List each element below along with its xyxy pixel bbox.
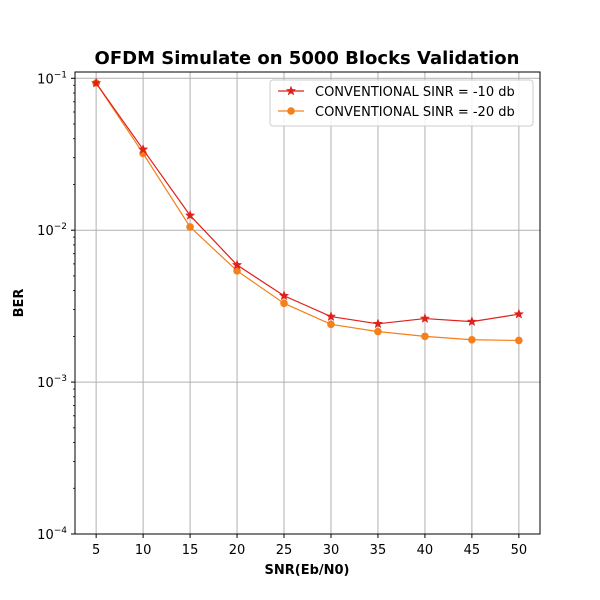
legend-item: CONVENTIONAL SINR = -20 db xyxy=(278,105,515,120)
chart-title: OFDM Simulate on 5000 Blocks Validation xyxy=(95,48,520,69)
series-line xyxy=(95,82,519,325)
data-point xyxy=(186,223,194,231)
x-tick-label: 30 xyxy=(323,543,340,558)
legend-box xyxy=(269,79,534,127)
data-point xyxy=(233,267,241,275)
x-axis-label: SNR(Eb/N0) xyxy=(265,563,350,578)
x-tick-label: 5 xyxy=(92,543,100,558)
y-tick-label: 10−1 xyxy=(37,70,67,87)
y-axis-label: BER xyxy=(12,289,27,318)
legend-marker xyxy=(285,85,297,96)
legend-label: CONVENTIONAL SINR = -10 db xyxy=(315,85,515,100)
series-2 xyxy=(92,79,523,345)
data-point xyxy=(325,311,337,322)
data-point xyxy=(468,335,476,344)
y-tick-label: 10−2 xyxy=(37,222,67,239)
plot-frame xyxy=(74,71,541,535)
x-tick-label: 25 xyxy=(276,543,293,558)
data-point xyxy=(90,77,102,88)
data-point xyxy=(466,316,478,327)
x-tick-label: 50 xyxy=(511,543,528,558)
x-tick-label: 40 xyxy=(417,543,434,558)
legend-label: CONVENTIONAL SINR = -20 db xyxy=(315,105,515,120)
data-point xyxy=(184,209,196,220)
data-point xyxy=(513,308,525,319)
data-point xyxy=(421,332,429,341)
x-tick-label: 10 xyxy=(135,543,152,558)
legend-item: CONVENTIONAL SINR = -10 db xyxy=(278,85,515,100)
data-point xyxy=(419,313,431,324)
x-tick-label: 45 xyxy=(464,543,481,558)
series-layer xyxy=(90,77,525,345)
x-tick-label: 15 xyxy=(182,543,199,558)
data-point xyxy=(231,259,243,270)
legend: CONVENTIONAL SINR = -10 db CONVENTIONAL S… xyxy=(269,79,534,127)
data-point xyxy=(372,318,384,329)
data-point xyxy=(137,143,149,154)
x-tick-label: 20 xyxy=(229,543,246,558)
data-point xyxy=(374,327,382,336)
series-line xyxy=(95,82,519,342)
y-tick-label: 10−4 xyxy=(37,526,67,543)
data-point xyxy=(515,336,523,345)
ticks: 5 10 15 20 25 30 35 40 45 50 10−1 10−2 10−3 10−4 xyxy=(37,70,527,558)
y-tick-label: 10−3 xyxy=(37,374,67,391)
series-1 xyxy=(90,77,525,329)
data-point xyxy=(278,290,290,301)
legend-marker xyxy=(287,107,295,115)
x-tick-label: 35 xyxy=(370,543,387,558)
data-point xyxy=(327,320,335,329)
data-point xyxy=(280,299,288,308)
